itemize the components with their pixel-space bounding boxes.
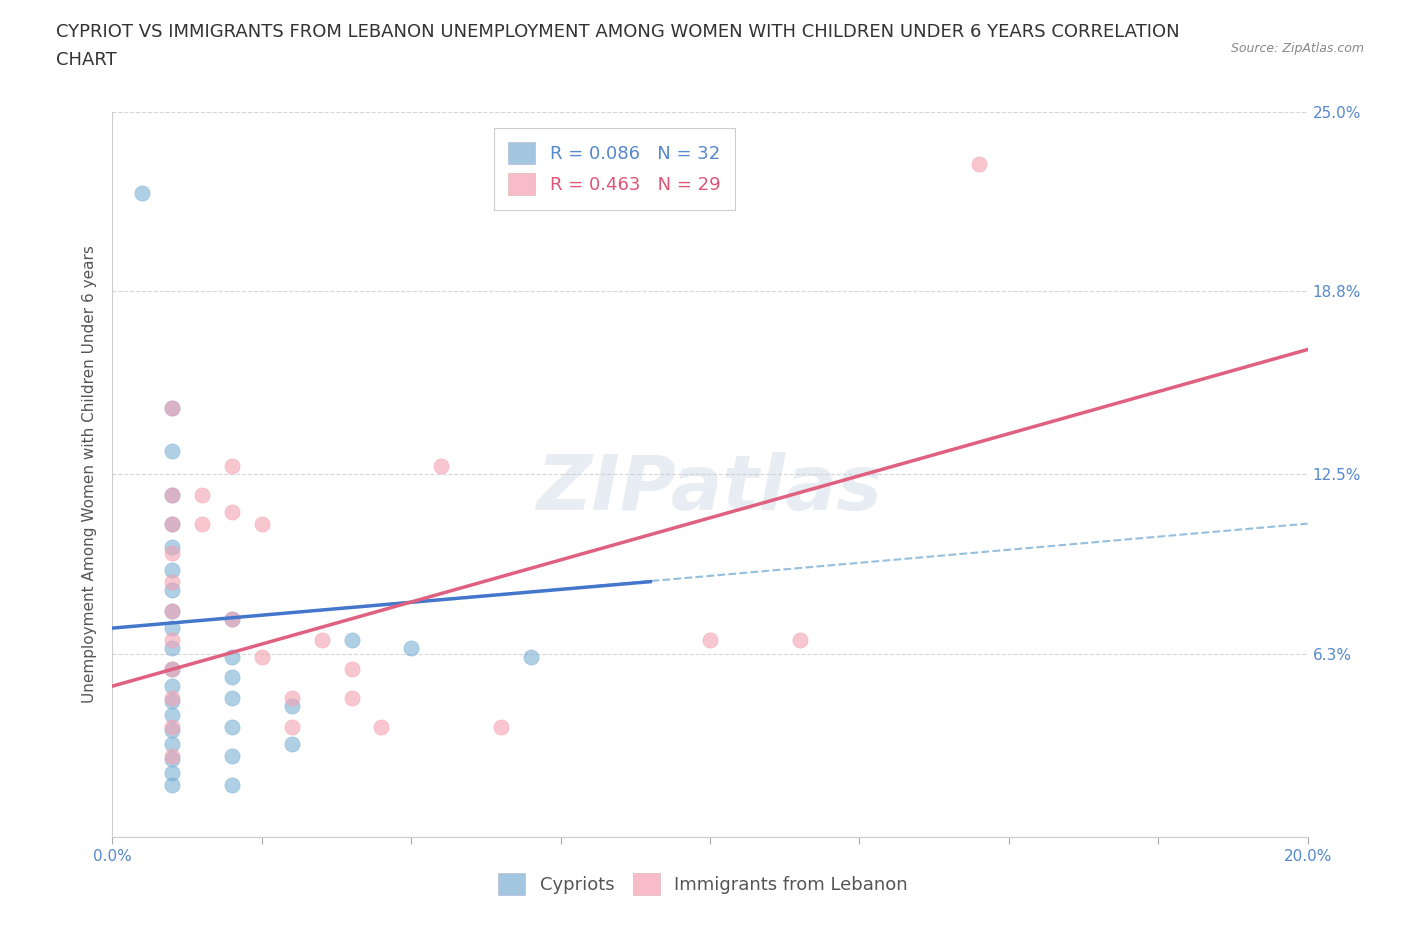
Point <box>162 679 183 694</box>
Point <box>162 661 183 676</box>
Point <box>221 749 243 764</box>
Point <box>340 632 363 647</box>
Point <box>281 719 304 734</box>
Point <box>162 539 183 554</box>
Point <box>162 690 183 705</box>
Legend: Cypriots, Immigrants from Lebanon: Cypriots, Immigrants from Lebanon <box>491 866 915 902</box>
Point <box>162 444 183 458</box>
Point <box>162 723 183 737</box>
Point <box>250 650 273 665</box>
Point <box>340 661 363 676</box>
Point <box>162 487 183 502</box>
Point <box>162 400 183 415</box>
Text: CHART: CHART <box>56 51 117 69</box>
Point <box>162 400 183 415</box>
Point <box>162 574 183 589</box>
Point <box>430 458 453 473</box>
Point <box>162 661 183 676</box>
Text: Source: ZipAtlas.com: Source: ZipAtlas.com <box>1230 42 1364 55</box>
Point <box>162 632 183 647</box>
Point <box>162 749 183 764</box>
Point <box>281 690 304 705</box>
Point <box>221 458 243 473</box>
Point <box>162 516 183 531</box>
Point <box>489 719 512 734</box>
Point <box>250 516 273 531</box>
Point <box>699 632 721 647</box>
Point <box>221 612 243 627</box>
Point <box>162 545 183 560</box>
Point <box>191 516 214 531</box>
Point <box>162 641 183 656</box>
Point <box>162 719 183 734</box>
Point <box>281 737 304 751</box>
Point <box>311 632 333 647</box>
Point <box>191 487 214 502</box>
Point <box>281 699 304 714</box>
Point <box>340 690 363 705</box>
Point <box>221 719 243 734</box>
Point <box>221 505 243 520</box>
Point <box>221 690 243 705</box>
Point <box>221 777 243 792</box>
Point <box>520 650 543 665</box>
Point <box>131 185 153 200</box>
Point <box>162 751 183 766</box>
Point <box>162 563 183 578</box>
Point <box>162 604 183 618</box>
Point <box>789 632 811 647</box>
Point <box>162 604 183 618</box>
Point <box>221 650 243 665</box>
Point <box>221 670 243 684</box>
Point <box>162 516 183 531</box>
Point <box>162 737 183 751</box>
Point <box>221 612 243 627</box>
Legend: R = 0.086   N = 32, R = 0.463   N = 29: R = 0.086 N = 32, R = 0.463 N = 29 <box>494 128 735 210</box>
Point <box>401 641 423 656</box>
Point <box>162 583 183 598</box>
Text: CYPRIOT VS IMMIGRANTS FROM LEBANON UNEMPLOYMENT AMONG WOMEN WITH CHILDREN UNDER : CYPRIOT VS IMMIGRANTS FROM LEBANON UNEMP… <box>56 23 1180 41</box>
Point <box>967 156 990 171</box>
Point <box>162 620 183 635</box>
Point <box>370 719 392 734</box>
Point <box>162 487 183 502</box>
Y-axis label: Unemployment Among Women with Children Under 6 years: Unemployment Among Women with Children U… <box>82 246 97 703</box>
Point <box>162 765 183 780</box>
Point <box>162 693 183 708</box>
Text: ZIPatlas: ZIPatlas <box>537 452 883 525</box>
Point <box>162 777 183 792</box>
Point <box>162 708 183 723</box>
